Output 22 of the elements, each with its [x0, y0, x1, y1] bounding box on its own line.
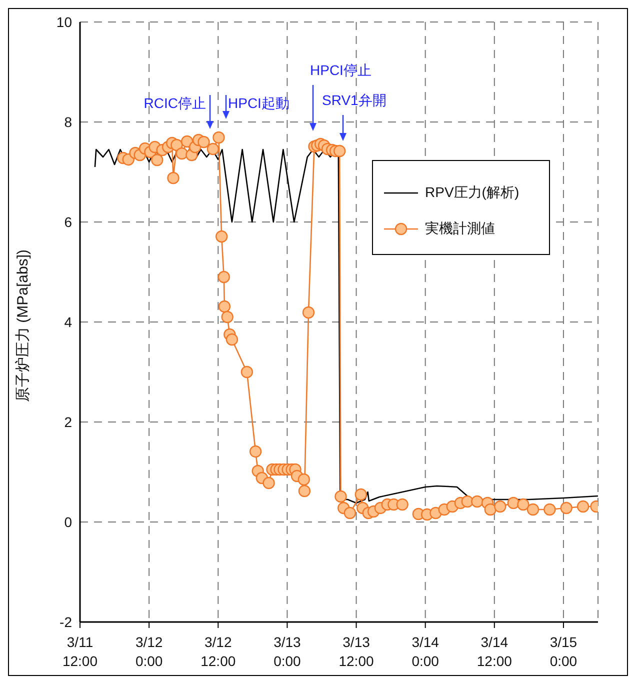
y-tick-label: 4: [64, 314, 72, 330]
x-tick-label: 3/12 0:00: [135, 634, 163, 669]
y-tick-label: 10: [56, 14, 72, 30]
y-tick-label: 8: [64, 114, 72, 130]
x-tick-label: 3/14 0:00: [412, 634, 440, 669]
annotation: RCIC停止: [144, 95, 206, 111]
y-axis-title: 原子炉圧力 (MPa[abs]): [14, 249, 32, 402]
y-tick-label: 6: [64, 214, 72, 230]
y-tick-label: 0: [64, 514, 72, 530]
x-tick-label: 3/12 12:00: [200, 634, 236, 669]
legend-label: 実機計測値: [425, 220, 495, 238]
x-tick-label: 3/15 0:00: [550, 634, 578, 669]
y-tick-label: -2: [60, 614, 72, 630]
annotation: HPCI起動: [228, 95, 290, 111]
x-tick-label: 3/11 12:00: [62, 634, 98, 669]
x-tick-label: 3/13 12:00: [338, 634, 374, 669]
y-tick-label: 2: [64, 414, 72, 430]
x-tick-label: 3/13 0:00: [274, 634, 302, 669]
annotation: SRV1弁開: [322, 92, 386, 108]
x-tick-label: 3/14 12:00: [476, 634, 512, 669]
annotation: HPCI停止: [310, 62, 372, 78]
legend-label: RPV圧力(解析): [425, 184, 520, 202]
